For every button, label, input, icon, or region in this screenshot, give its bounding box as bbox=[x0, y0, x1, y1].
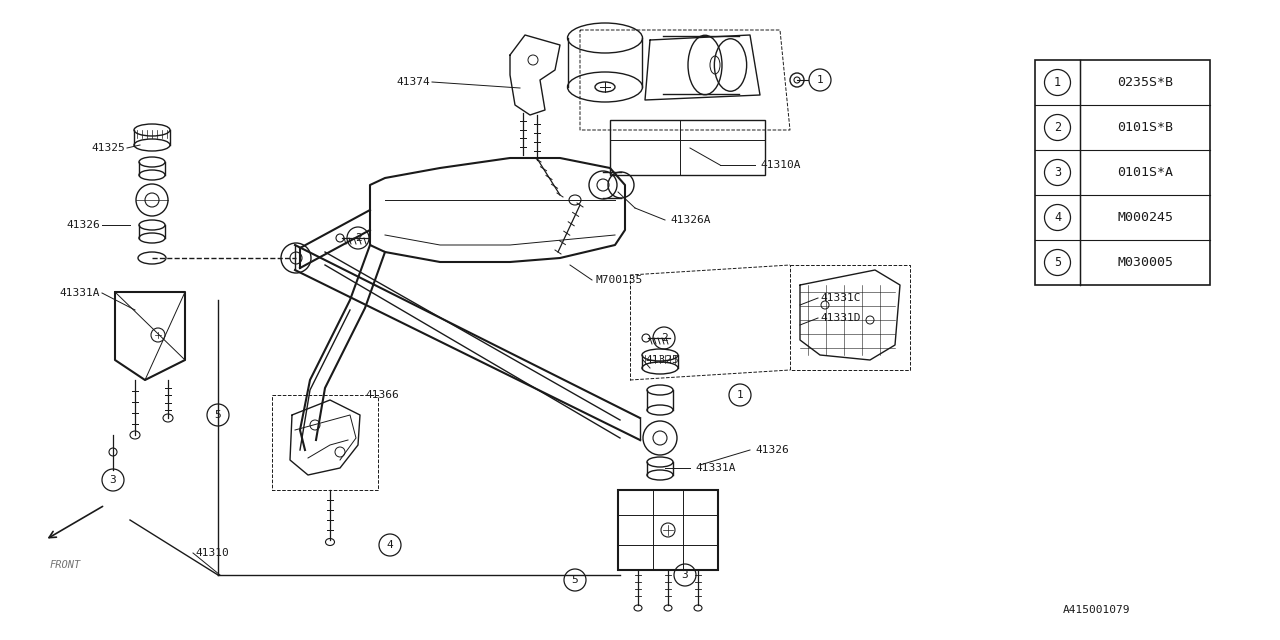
Text: 1: 1 bbox=[1053, 76, 1061, 89]
Text: 5: 5 bbox=[1053, 256, 1061, 269]
Text: 3: 3 bbox=[110, 475, 116, 485]
Text: 0101S*A: 0101S*A bbox=[1117, 166, 1172, 179]
Text: 1: 1 bbox=[736, 390, 744, 400]
Text: 5: 5 bbox=[215, 410, 221, 420]
Text: 0235S*B: 0235S*B bbox=[1117, 76, 1172, 89]
Text: 41326: 41326 bbox=[67, 220, 100, 230]
Text: 41331A: 41331A bbox=[59, 288, 100, 298]
Text: 41310: 41310 bbox=[195, 548, 229, 558]
Text: 2: 2 bbox=[355, 233, 361, 243]
Text: 41310A: 41310A bbox=[760, 160, 800, 170]
Text: 41331C: 41331C bbox=[820, 293, 860, 303]
Text: 2: 2 bbox=[660, 333, 667, 343]
Text: M000245: M000245 bbox=[1117, 211, 1172, 224]
Bar bbox=[611, 120, 765, 175]
Text: M030005: M030005 bbox=[1117, 256, 1172, 269]
Text: 41366: 41366 bbox=[365, 390, 399, 400]
Text: 1: 1 bbox=[817, 75, 823, 85]
Text: 0101S*B: 0101S*B bbox=[1117, 121, 1172, 134]
Text: FRONT: FRONT bbox=[50, 560, 81, 570]
Bar bbox=[618, 490, 718, 570]
Text: 3: 3 bbox=[1053, 166, 1061, 179]
Text: 41326A: 41326A bbox=[669, 215, 710, 225]
Text: A415001079: A415001079 bbox=[1062, 605, 1130, 615]
Text: 41325: 41325 bbox=[645, 355, 678, 365]
Text: 41331A: 41331A bbox=[695, 463, 736, 473]
Bar bbox=[1036, 60, 1210, 285]
Text: 4: 4 bbox=[387, 540, 393, 550]
Text: 2: 2 bbox=[1053, 121, 1061, 134]
Text: 41331D: 41331D bbox=[820, 313, 860, 323]
Text: M700135: M700135 bbox=[595, 275, 643, 285]
Text: 3: 3 bbox=[682, 570, 689, 580]
Text: 41325: 41325 bbox=[91, 143, 125, 153]
Text: 4: 4 bbox=[1053, 211, 1061, 224]
Text: 41374: 41374 bbox=[397, 77, 430, 87]
Text: 41326: 41326 bbox=[755, 445, 788, 455]
Text: 5: 5 bbox=[572, 575, 579, 585]
